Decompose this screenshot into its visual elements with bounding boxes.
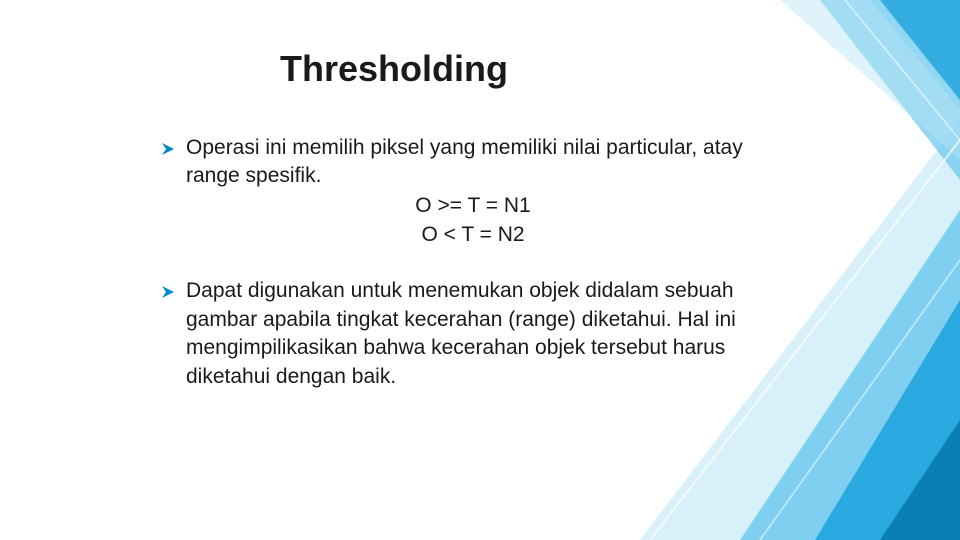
formula-line: O < T = N2 <box>146 220 800 249</box>
slide: Thresholding Operasi ini memilih piksel … <box>0 0 960 540</box>
formula-line: O >= T = N1 <box>146 191 800 220</box>
bullet-marker-icon <box>160 284 176 300</box>
bullet-text: Dapat digunakan untuk menemukan objek di… <box>186 279 736 387</box>
bullet-item: Dapat digunakan untuk menemukan objek di… <box>160 277 800 390</box>
formula-block: O >= T = N1 O < T = N2 <box>146 191 800 250</box>
content-area: Thresholding Operasi ini memilih piksel … <box>160 48 800 419</box>
slide-title: Thresholding <box>280 48 800 90</box>
bullet-marker-icon <box>160 141 176 157</box>
bullet-item: Operasi ini memilih piksel yang memiliki… <box>160 134 800 249</box>
bullet-body: Operasi ini memilih piksel yang memiliki… <box>186 134 800 249</box>
bullet-text: Operasi ini memilih piksel yang memiliki… <box>186 136 743 187</box>
bullet-body: Dapat digunakan untuk menemukan objek di… <box>186 277 800 390</box>
